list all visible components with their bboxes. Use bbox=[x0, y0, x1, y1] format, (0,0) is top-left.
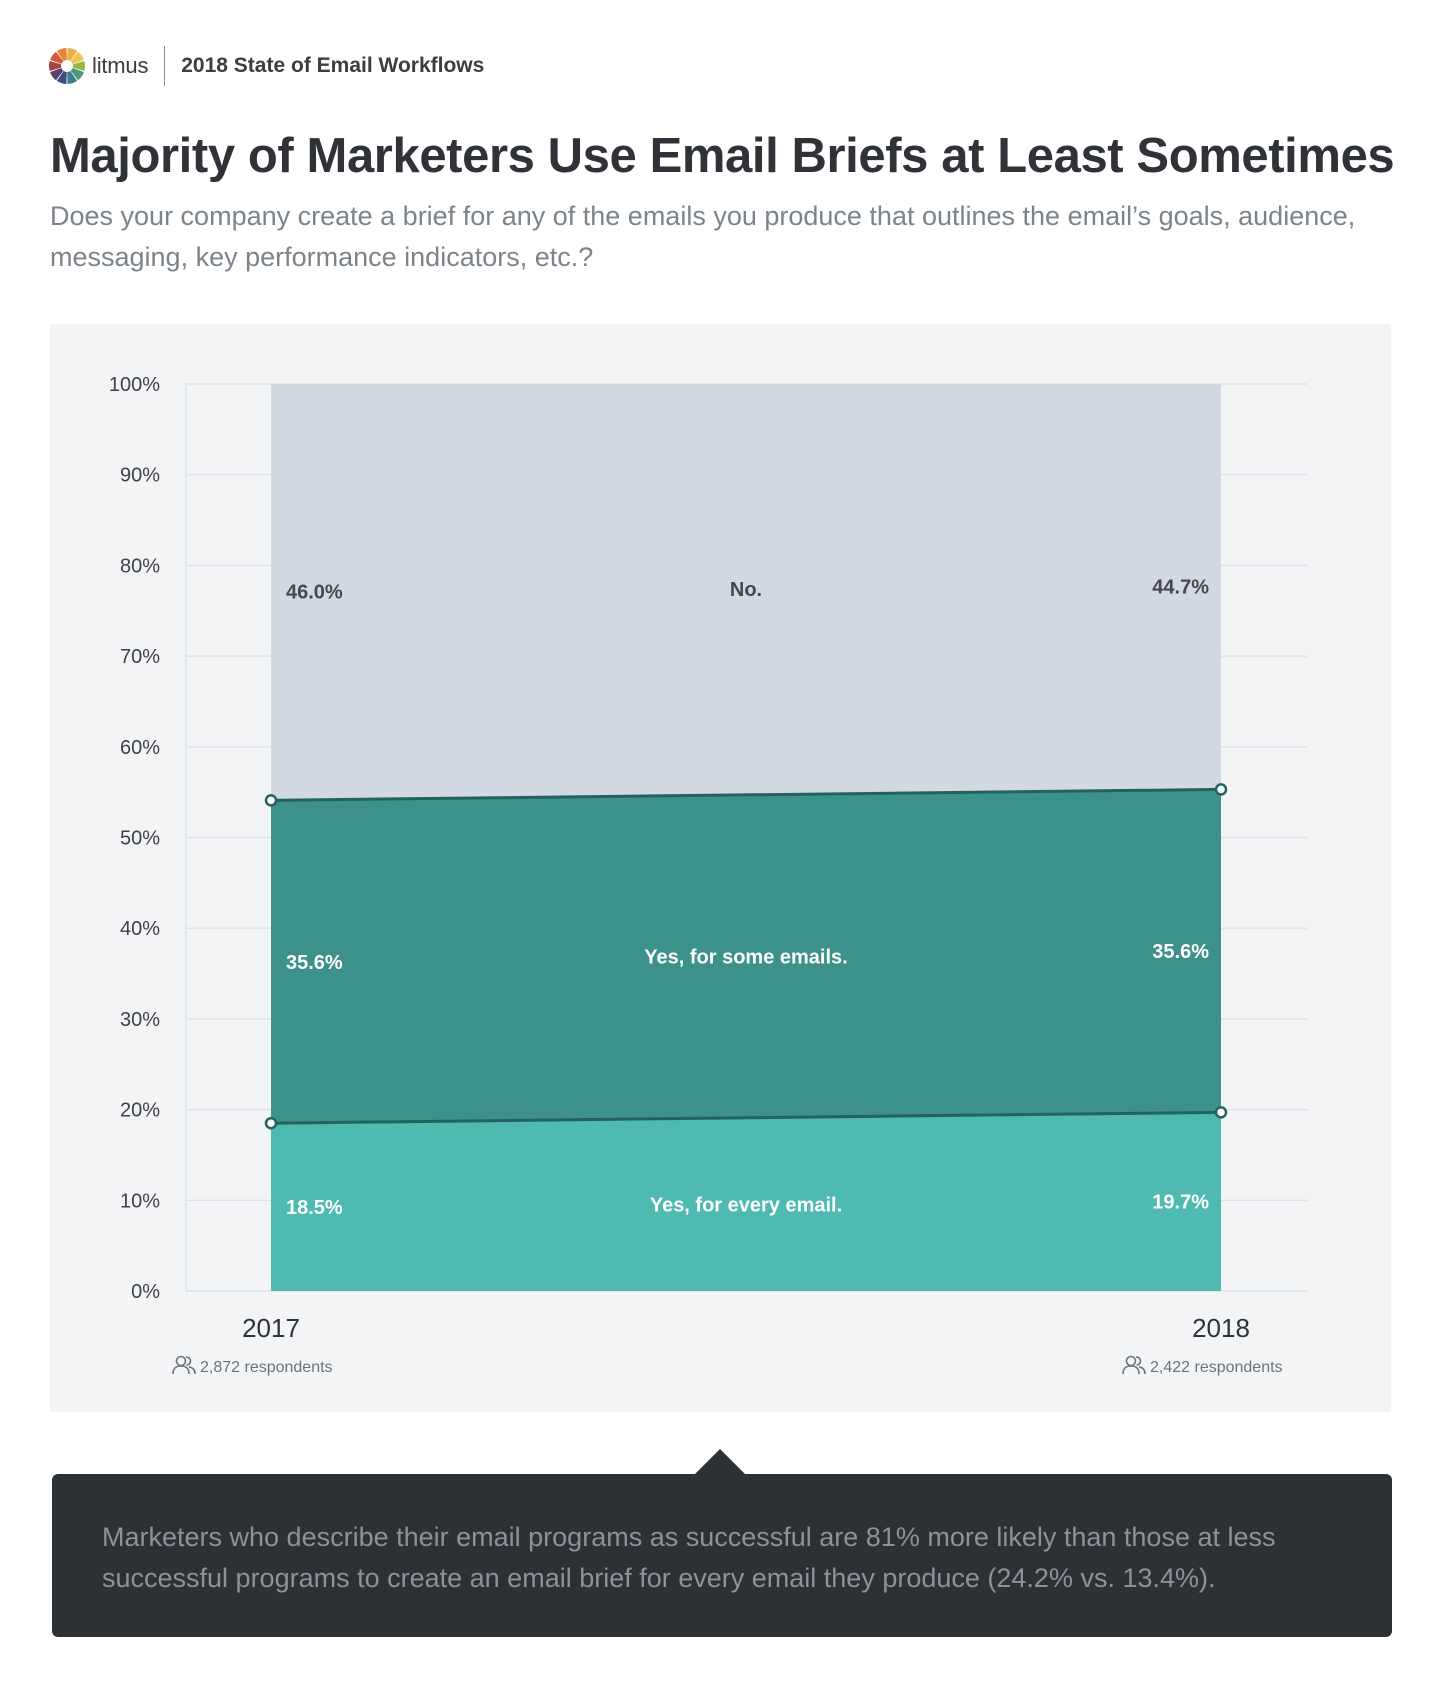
people-icon-body-back bbox=[188, 1366, 196, 1375]
y-tick-label: 100% bbox=[109, 374, 160, 396]
data-point-marker bbox=[264, 794, 278, 807]
y-tick-label: 60% bbox=[120, 737, 160, 759]
brand-divider bbox=[164, 46, 166, 86]
data-point-marker bbox=[264, 1116, 278, 1130]
logo-wedge bbox=[50, 51, 64, 64]
y-tick-label: 80% bbox=[120, 555, 160, 577]
y-tick-label: 50% bbox=[120, 828, 160, 850]
data-point-marker bbox=[1214, 783, 1228, 796]
chart-panel: 0% 10% 20% 30% 40% 50% 60% 70% 80% 90% 100% 18.5% 19… bbox=[50, 324, 1391, 1412]
brand-name: litmus bbox=[92, 53, 149, 78]
respondents-label: 2,872 respondents bbox=[200, 1359, 333, 1376]
y-tick-label: 90% bbox=[120, 465, 160, 487]
people-icon-head-back bbox=[1135, 1356, 1142, 1366]
people-icon-head-back bbox=[185, 1356, 192, 1366]
people-icon-body bbox=[172, 1365, 190, 1375]
series-boundary-line bbox=[270, 1110, 1222, 1125]
y-tick-label: 10% bbox=[120, 1190, 160, 1212]
callout-notch bbox=[694, 1449, 746, 1475]
people-icon-head bbox=[1125, 1355, 1137, 1367]
data-label: 19.7% bbox=[1152, 1192, 1209, 1214]
area-some-emails bbox=[271, 789, 1221, 1124]
data-label: 35.6% bbox=[286, 952, 343, 974]
series-boundary-line bbox=[270, 787, 1222, 802]
chart-subtitle: Does your company create a brief for any… bbox=[50, 201, 1356, 272]
y-tick-label: 30% bbox=[120, 1009, 160, 1031]
data-label: 46.0% bbox=[286, 582, 343, 604]
callout-text: Marketers who describe their email progr… bbox=[102, 1522, 1276, 1593]
logo-wedge bbox=[67, 48, 78, 62]
series-label: Yes, for every email. bbox=[650, 1194, 842, 1216]
brand-header: litmus 2018 State of Email Workflows bbox=[48, 46, 484, 86]
x-tick-label: 2017 bbox=[242, 1313, 300, 1343]
series-label: No. bbox=[730, 579, 762, 601]
people-icon bbox=[172, 1355, 196, 1375]
people-icon-head bbox=[175, 1355, 187, 1367]
logo-wedge bbox=[50, 68, 64, 81]
data-label: 35.6% bbox=[1152, 941, 1209, 963]
data-point-marker bbox=[1214, 1106, 1228, 1119]
data-label: 44.7% bbox=[1152, 577, 1209, 599]
y-tick-label: 20% bbox=[120, 1100, 160, 1122]
insight-callout: Marketers who describe their email progr… bbox=[52, 1474, 1392, 1637]
logo-wedge bbox=[70, 51, 84, 64]
stacked-area-chart: 0% 10% 20% 30% 40% 50% 60% 70% 80% 90% 100% 18.5% 19… bbox=[109, 374, 1307, 1376]
logo-wedge bbox=[56, 48, 67, 62]
logo-wedge bbox=[56, 70, 67, 84]
people-icon-body bbox=[1122, 1365, 1140, 1375]
chart-title: Majority of Marketers Use Email Briefs a… bbox=[50, 129, 1395, 183]
report-name: 2018 State of Email Workflows bbox=[181, 54, 485, 77]
area-no bbox=[271, 384, 1221, 801]
logo-wedge bbox=[72, 60, 85, 72]
x-tick-label: 2018 bbox=[1192, 1313, 1250, 1343]
people-icon-body-back bbox=[1138, 1366, 1146, 1375]
people-icon bbox=[1122, 1355, 1146, 1375]
logo-wedge bbox=[67, 70, 78, 84]
respondents-label: 2,422 respondents bbox=[1150, 1359, 1283, 1376]
y-tick-label: 70% bbox=[120, 646, 160, 668]
area-every-email bbox=[271, 1112, 1221, 1291]
series-label: Yes, for some emails. bbox=[644, 946, 847, 968]
y-tick-label: 0% bbox=[131, 1281, 160, 1303]
logo-wedge bbox=[70, 68, 84, 81]
litmus-logo-icon bbox=[49, 48, 85, 84]
y-tick-label: 40% bbox=[120, 918, 160, 940]
logo-wedge bbox=[49, 60, 62, 72]
data-label: 18.5% bbox=[286, 1197, 343, 1219]
